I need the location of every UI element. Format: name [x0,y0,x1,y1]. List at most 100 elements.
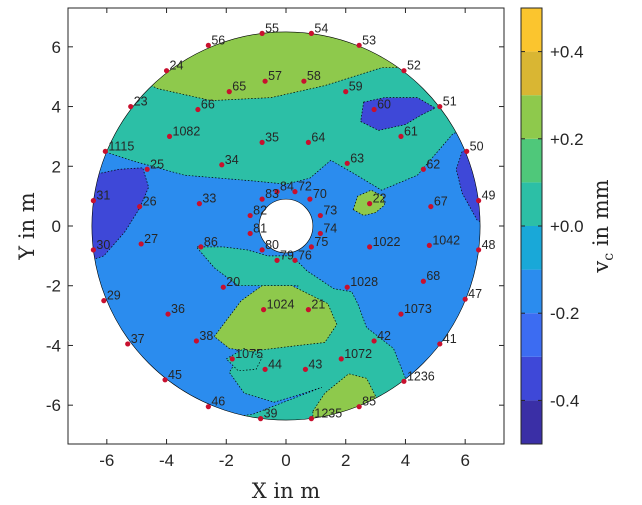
point-marker [144,166,150,172]
y-tick-label: 4 [52,98,61,117]
point-marker [162,377,168,383]
point-label: 73 [323,204,337,218]
point-label: 27 [144,232,158,246]
colorbar-label-sub: c [601,253,617,261]
point-marker [226,89,232,95]
point-label: 36 [171,302,185,316]
point-marker [371,338,377,344]
colorbar [521,8,542,444]
measurement-point: 27 [138,232,158,247]
point-label: 70 [313,187,327,201]
point-marker [259,139,265,145]
measurement-point: 43 [302,357,322,372]
point-label: 62 [426,157,440,171]
point-marker [128,103,134,110]
point-marker [464,148,470,154]
measurement-point: 81 [247,221,267,237]
point-marker [274,257,280,263]
point-marker [398,133,404,140]
colorbar-label-rest: in mm [589,179,613,253]
measurement-point: 38 [193,329,213,344]
measurement-point: 72 [292,180,312,195]
point-label: 50 [470,139,484,153]
point-marker [476,247,482,253]
measurement-point: 64 [305,130,325,145]
point-label: 29 [107,289,121,303]
point-label: 58 [307,69,321,83]
measurement-point: 1042 [426,233,460,249]
point-marker [367,201,373,207]
colorbar-segment [521,95,542,139]
measurement-point: 53 [356,33,376,48]
measurement-point: 75 [308,235,328,250]
point-label: 25 [150,157,164,171]
point-marker [229,356,235,362]
measurement-point: 48 [476,238,496,253]
point-label: 30 [96,238,110,252]
measurement-point: 1072 [338,347,372,362]
point-label: 81 [253,221,267,235]
point-label: 82 [253,204,267,218]
point-marker [426,242,432,249]
measurement-point: 29 [101,289,121,304]
colorbar-label-main: v [589,261,613,274]
point-marker [262,78,268,84]
point-marker [198,244,204,250]
point-marker [258,416,264,422]
measurement-point: 1082 [166,124,200,140]
x-axis-label: X in m [252,479,321,503]
point-label: 51 [443,95,457,109]
y-tick-label: 6 [52,38,61,57]
point-marker [317,212,323,219]
measurement-point: 79 [274,248,294,263]
measurement-point: 1075 [229,347,263,362]
point-label: 31 [96,189,110,203]
point-label: 79 [280,248,294,262]
measurement-point: 42 [371,329,391,344]
point-label: 26 [143,195,157,209]
x-tick-label: 6 [460,451,469,470]
point-label: 38 [199,329,213,343]
point-label: 1073 [404,302,432,316]
colorbar-tick-label: -0.4 [550,391,579,410]
point-marker [343,89,349,95]
measurement-point: 22 [367,192,387,207]
measurement-point: 56 [205,33,225,48]
measurement-point: 54 [308,21,328,36]
point-marker [437,103,443,110]
colorbar-tick-label: +0.2 [550,130,584,149]
point-marker [262,366,268,372]
point-marker [428,203,434,210]
point-label: 47 [468,287,482,301]
point-marker [356,42,362,48]
measurement-point: 60 [371,98,391,113]
point-label: 56 [211,33,225,47]
point-marker [163,68,170,74]
y-tick-label: -6 [46,396,61,415]
point-label: 37 [131,332,145,346]
point-marker [259,247,265,253]
point-marker [344,284,350,290]
point-marker [308,416,314,422]
point-marker [166,133,173,140]
point-marker [205,404,211,410]
point-label: 72 [298,180,312,194]
measurement-point: 47 [462,287,482,302]
measurement-point: 20 [220,275,240,290]
point-marker [137,203,143,210]
point-label: 21 [311,298,325,312]
point-label: 41 [443,332,457,346]
measurement-point: 23 [128,95,148,110]
point-marker [292,257,298,263]
point-label: 20 [226,275,240,289]
measurement-point: 39 [258,407,278,422]
point-label: 54 [314,21,328,35]
point-label: 1024 [267,298,295,312]
point-label: 49 [482,189,496,203]
point-label: 65 [232,80,246,94]
point-label: 39 [264,407,278,421]
measurement-point: 1073 [398,302,432,317]
measurement-point: 73 [317,204,337,219]
measurement-point: 21 [305,298,325,313]
measurement-point: 67 [428,195,448,210]
